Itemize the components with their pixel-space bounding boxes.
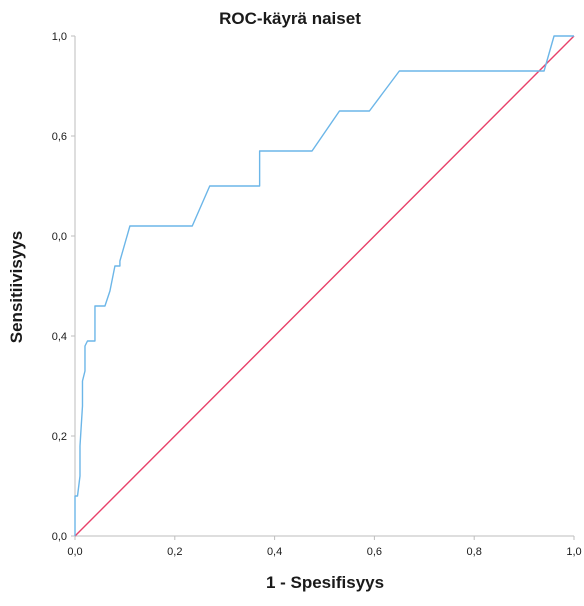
y-tick-label: 0,0 [52,531,67,543]
x-tick-label: 0,4 [267,546,282,558]
ticks: 0,0 0,2 0,4 0,6 0,8 1,0 0,0 0,2 0,4 0,0 0,6 1,0 [52,31,582,558]
y-tick-label: 0,0 [52,231,67,243]
y-axis-label: Sensitiivisyys [7,231,26,343]
roc-curve-line [74,35,574,536]
x-axis-label: 1 - Spesifisyys [266,573,384,592]
x-tick-label: 1,0 [566,546,581,558]
x-tick-label: 0,0 [67,546,82,558]
x-tick-label: 0,2 [167,546,182,558]
y-tick-label: 1,0 [52,31,67,43]
reference-diagonal-line [74,35,575,537]
y-tick-label: 0,6 [52,131,67,143]
x-tick-label: 0,8 [467,546,482,558]
axes [74,36,574,537]
series-layer [74,35,575,537]
x-tick-label: 0,6 [367,546,382,558]
y-tick-label: 0,4 [52,331,67,343]
y-tick-label: 0,2 [52,431,67,443]
chart-title: ROC-käyrä naiset [219,9,361,28]
